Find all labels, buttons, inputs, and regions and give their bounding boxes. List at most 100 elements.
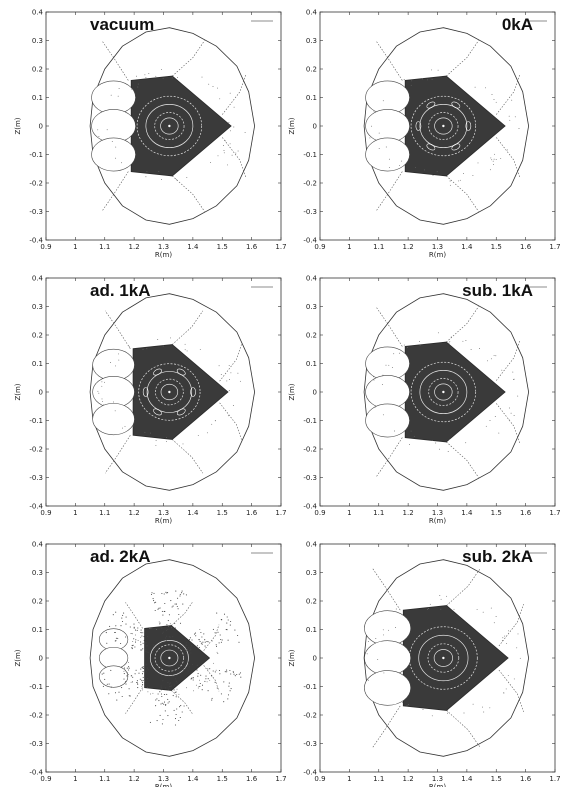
- puncture-point: [487, 360, 488, 362]
- puncture-point: [181, 711, 183, 713]
- puncture-point: [221, 639, 223, 641]
- puncture-point: [140, 649, 142, 651]
- y-tick-label: 0.3: [32, 569, 43, 577]
- puncture-point: [103, 672, 105, 674]
- puncture-point: [172, 636, 174, 638]
- puncture-point: [161, 628, 163, 630]
- y-tick-label: -0.4: [303, 237, 317, 245]
- field-line-leg: [446, 40, 479, 77]
- x-tick-label: 1.5: [217, 509, 228, 517]
- puncture-point: [472, 175, 474, 177]
- x-axis-label: R(m): [155, 251, 172, 259]
- puncture-point: [228, 390, 230, 391]
- puncture-point: [128, 688, 130, 690]
- puncture-point: [231, 154, 233, 156]
- puncture-point: [211, 697, 213, 699]
- field-line-leg: [375, 437, 403, 478]
- puncture-point: [519, 657, 521, 659]
- flux-surface: [138, 363, 201, 421]
- puncture-point: [439, 595, 441, 596]
- puncture-point: [211, 699, 213, 701]
- flux-surface: [160, 649, 179, 667]
- x-tick-label: 1.7: [275, 509, 286, 517]
- puncture-point: [368, 679, 370, 681]
- puncture-point: [160, 689, 162, 691]
- puncture-point: [508, 630, 509, 632]
- puncture-point: [146, 687, 148, 689]
- x-tick-label: 1.4: [461, 243, 473, 251]
- puncture-point: [160, 179, 162, 181]
- flux-surface: [434, 117, 453, 135]
- puncture-point: [132, 644, 134, 646]
- separatrix-lobe: [98, 665, 129, 688]
- puncture-point: [185, 594, 187, 596]
- flux-surface: [419, 369, 468, 415]
- puncture-point: [504, 635, 506, 637]
- y-tick-label: -0.2: [29, 180, 43, 188]
- puncture-point: [424, 169, 425, 171]
- puncture-point: [110, 669, 112, 671]
- puncture-point: [226, 616, 228, 618]
- puncture-point: [155, 601, 157, 603]
- x-tick-label: 1: [347, 243, 351, 251]
- puncture-point: [190, 649, 192, 651]
- puncture-point: [228, 685, 230, 687]
- puncture-point: [174, 678, 177, 680]
- puncture-point: [162, 345, 164, 347]
- puncture-point: [136, 680, 138, 682]
- puncture-point: [117, 637, 119, 639]
- field-line-leg: [171, 602, 193, 626]
- puncture-point: [101, 381, 103, 383]
- y-tick-label: -0.4: [29, 237, 43, 245]
- field-line-leg: [498, 669, 524, 712]
- puncture-point: [175, 691, 177, 693]
- puncture-point: [439, 448, 441, 450]
- puncture-point: [140, 629, 142, 631]
- puncture-point: [196, 665, 198, 667]
- panel-4: 0.9 1 1.1 1.2 1.3 1.4 1.5 1.6 1.7 0.4 0.3 0.2 0.1 0 -0…: [288, 275, 561, 526]
- puncture-point: [98, 392, 100, 394]
- puncture-point: [513, 415, 515, 416]
- puncture-point: [167, 698, 169, 700]
- y-axis-label: Z(m): [288, 649, 296, 666]
- puncture-point: [181, 590, 183, 592]
- puncture-point: [375, 638, 377, 639]
- puncture-point: [188, 666, 190, 668]
- puncture-point: [167, 626, 169, 628]
- puncture-point: [171, 606, 173, 608]
- puncture-point: [132, 641, 134, 643]
- puncture-point: [165, 591, 167, 593]
- puncture-point: [385, 364, 387, 366]
- y-tick-label: 0.4: [306, 541, 318, 549]
- flux-surface: [427, 643, 460, 673]
- puncture-point: [232, 405, 234, 406]
- puncture-point: [501, 369, 503, 371]
- puncture-point: [138, 672, 140, 674]
- puncture-point: [217, 155, 219, 157]
- x-tick-label: 1.1: [373, 509, 384, 517]
- x-tick-label: 1: [73, 509, 77, 517]
- magnetic-axis: [442, 124, 445, 128]
- x-tick-label: 0.9: [314, 775, 325, 783]
- puncture-point: [228, 682, 230, 684]
- puncture-point: [494, 153, 496, 155]
- puncture-point: [217, 653, 219, 654]
- x-tick-label: 1.4: [187, 775, 199, 783]
- puncture-point: [244, 132, 246, 134]
- puncture-point: [172, 605, 174, 607]
- puncture-point: [194, 632, 197, 634]
- puncture-point: [206, 432, 208, 434]
- puncture-point: [144, 677, 146, 679]
- x-tick-label: 1.6: [520, 775, 532, 783]
- puncture-point: [197, 675, 199, 677]
- puncture-point: [239, 672, 242, 674]
- puncture-point: [118, 353, 120, 355]
- puncture-point: [121, 687, 123, 689]
- field-line-leg: [101, 171, 129, 212]
- puncture-point: [366, 653, 368, 655]
- puncture-point: [155, 699, 157, 701]
- puncture-point: [514, 116, 516, 118]
- flux-surface: [146, 371, 193, 413]
- puncture-point: [428, 608, 430, 609]
